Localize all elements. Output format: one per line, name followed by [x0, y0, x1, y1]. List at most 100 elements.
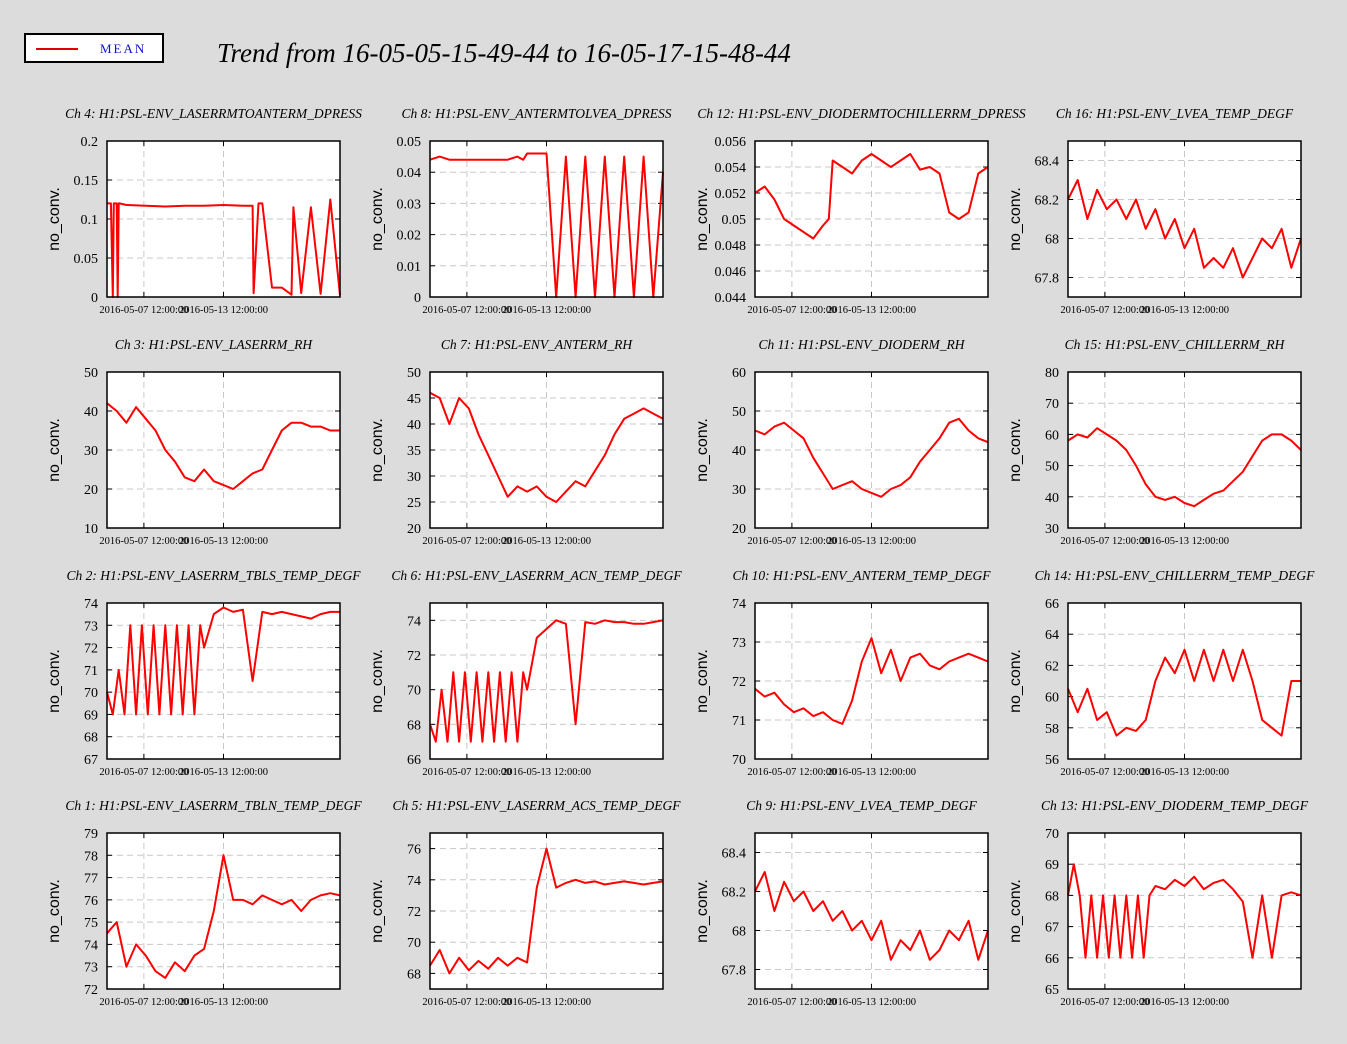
y-tick-label: 0.044: [715, 291, 747, 306]
y-tick-label: 62: [1045, 659, 1059, 674]
chart-title: Ch 2: H1:PSL-ENV_LASERRM_TBLS_TEMP_DEGF: [67, 568, 362, 583]
x-tick-label: 2016-05-07 12:00:00: [422, 997, 511, 1008]
y-axis-label: no_conv.: [46, 418, 63, 482]
y-tick-label: 40: [1045, 491, 1059, 506]
x-tick-label: 2016-05-13 12:00:00: [502, 536, 591, 547]
plot-frame: [429, 602, 664, 760]
y-axis-label: no_conv.: [46, 879, 63, 943]
y-tick-label: 58: [1045, 722, 1059, 737]
y-tick-label: 20: [407, 522, 421, 537]
y-tick-label: 35: [407, 444, 421, 459]
x-tick-label: 2016-05-07 12:00:00: [422, 536, 511, 547]
y-tick-label: 65: [1045, 983, 1059, 998]
y-tick-label: 30: [1045, 522, 1059, 537]
chart-panel: 67 68 69 70 71 72 73 74 2016-05-07 12:00:002016-…: [46, 568, 361, 778]
y-tick-label: 0.05: [722, 213, 747, 228]
y-tick-label: 72: [732, 675, 746, 690]
series-line: [106, 606, 340, 716]
chart-panel: 68 70 72 74 76 2016-05-07 12:00:002016-05-13 …: [369, 798, 681, 1008]
y-tick-label: 40: [732, 444, 746, 459]
y-tick-label: 0.1: [81, 213, 99, 228]
x-tick-label: 2016-05-13 12:00:00: [827, 305, 916, 316]
y-axis-label: no_conv.: [1007, 649, 1024, 713]
x-tick-label: 2016-05-13 12:00:00: [1140, 997, 1229, 1008]
x-tick-label: 2016-05-13 12:00:00: [827, 997, 916, 1008]
series-line: [106, 402, 340, 490]
y-tick-label: 74: [407, 614, 421, 629]
y-tick-label: 76: [407, 843, 421, 858]
series-line: [754, 871, 989, 961]
x-tick-label: 2016-05-13 12:00:00: [1140, 767, 1229, 778]
y-tick-label: 68: [84, 731, 98, 746]
y-tick-label: 0.048: [715, 239, 747, 254]
y-tick-label: 68: [407, 967, 421, 982]
plot-frame: [1067, 602, 1302, 760]
x-tick-label: 2016-05-07 12:00:00: [1060, 536, 1149, 547]
plot-frame: [754, 832, 989, 990]
y-tick-label: 40: [407, 418, 421, 433]
y-axis-label: no_conv.: [1007, 187, 1024, 251]
x-tick-label: 2016-05-07 12:00:00: [1060, 305, 1149, 316]
series-line: [429, 847, 664, 975]
y-tick-label: 70: [732, 753, 746, 768]
chart-panel: 20 30 40 50 60 2016-05-07 12:00:002016-05-13 …: [694, 337, 989, 547]
y-tick-label: 74: [84, 938, 98, 953]
chart-panel: 67.8 68 68.2 68.4 2016-05-07 12:00:002016-05…: [1007, 106, 1302, 316]
legend-label: MEAN: [100, 41, 147, 56]
plot-frame: [754, 140, 989, 298]
x-tick-label: 2016-05-07 12:00:00: [422, 767, 511, 778]
y-tick-label: 0.03: [397, 197, 422, 212]
y-tick-label: 0.15: [74, 174, 99, 189]
y-tick-label: 67.8: [1035, 272, 1060, 287]
y-axis-label: no_conv.: [694, 879, 711, 943]
chart-title: Ch 15: H1:PSL-ENV_CHILLERRM_RH: [1065, 337, 1286, 352]
y-tick-label: 72: [407, 905, 421, 920]
y-tick-label: 72: [84, 642, 98, 657]
y-tick-label: 40: [84, 405, 98, 420]
series-line: [429, 391, 664, 503]
y-axis-label: no_conv.: [369, 649, 386, 713]
chart-panel: 56 58 60 62 64 66 2016-05-07 12:00:002016-05-1…: [1007, 568, 1315, 778]
y-tick-label: 67: [84, 753, 98, 768]
y-tick-label: 0.056: [715, 135, 747, 150]
chart-title: Ch 6: H1:PSL-ENV_LASERRM_ACN_TEMP_DEGF: [391, 568, 682, 583]
series-line: [1067, 648, 1301, 737]
series-line: [1067, 863, 1302, 959]
chart-title: Ch 12: H1:PSL-ENV_DIODERMTOCHILLERRM_DPR…: [697, 106, 1025, 121]
y-tick-label: 80: [1045, 366, 1059, 381]
y-tick-label: 50: [407, 366, 421, 381]
y-tick-label: 72: [84, 983, 98, 998]
y-axis-label: no_conv.: [694, 418, 711, 482]
y-tick-label: 50: [1045, 460, 1059, 475]
y-tick-label: 0.05: [74, 252, 99, 267]
y-tick-label: 68: [1045, 233, 1059, 248]
y-tick-label: 68.4: [722, 847, 747, 862]
y-tick-label: 25: [407, 496, 421, 511]
plot-frame: [754, 602, 989, 760]
series-line: [754, 637, 989, 725]
x-tick-label: 2016-05-07 12:00:00: [1060, 997, 1149, 1008]
y-tick-label: 74: [732, 597, 746, 612]
y-tick-label: 78: [84, 849, 98, 864]
chart-title: Ch 7: H1:PSL-ENV_ANTERM_RH: [441, 337, 633, 352]
y-axis-label: no_conv.: [369, 187, 386, 251]
y-tick-label: 30: [84, 444, 98, 459]
y-tick-label: 66: [1045, 597, 1059, 612]
y-tick-label: 0: [91, 291, 98, 306]
y-tick-label: 70: [84, 686, 98, 701]
x-tick-label: 2016-05-07 12:00:00: [422, 305, 511, 316]
y-tick-label: 68: [732, 925, 746, 940]
chart-title: Ch 13: H1:PSL-ENV_DIODERM_TEMP_DEGF: [1041, 798, 1309, 813]
y-tick-label: 60: [732, 366, 746, 381]
plot-frame: [429, 140, 664, 298]
y-tick-label: 56: [1045, 753, 1059, 768]
x-tick-label: 2016-05-07 12:00:00: [747, 767, 836, 778]
y-tick-label: 75: [84, 916, 98, 931]
y-tick-label: 74: [407, 874, 421, 889]
x-tick-label: 2016-05-13 12:00:00: [179, 536, 268, 547]
y-tick-label: 50: [732, 405, 746, 420]
x-tick-label: 2016-05-07 12:00:00: [747, 536, 836, 547]
page-title: Trend from 16-05-05-15-49-44 to 16-05-17…: [217, 38, 791, 68]
chart-title: Ch 11: H1:PSL-ENV_DIODERM_RH: [759, 337, 966, 352]
